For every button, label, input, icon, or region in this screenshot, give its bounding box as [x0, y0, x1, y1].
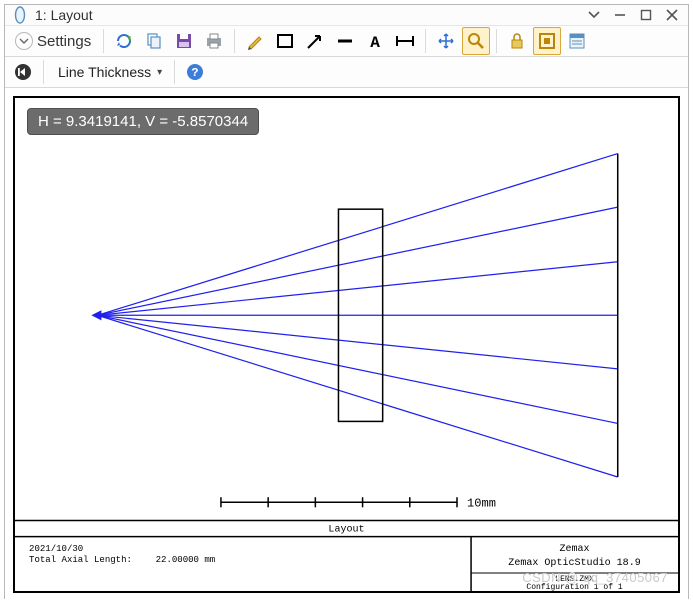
window-list-icon [567, 31, 587, 51]
zoom-icon [466, 31, 486, 51]
text-tool-button[interactable]: A [361, 27, 389, 55]
titlebar: 1: Layout [5, 5, 688, 26]
rewind-button[interactable] [9, 58, 37, 86]
maximize-button[interactable] [636, 5, 656, 25]
layout-canvas[interactable]: H = 9.3419141, V = -5.8570344 10mm Layou… [13, 96, 680, 593]
chevron-down-icon [15, 32, 33, 50]
refresh-icon [114, 31, 134, 51]
svg-text:Zemax OpticStudio 18.9: Zemax OpticStudio 18.9 [508, 557, 640, 569]
separator [174, 60, 175, 84]
fit-view-icon [537, 31, 557, 51]
help-icon: ? [185, 62, 205, 82]
arrow-icon [305, 31, 325, 51]
svg-text:Layout: Layout [328, 525, 364, 536]
svg-text:10mm: 10mm [467, 496, 496, 510]
pan-tool-button[interactable] [432, 27, 460, 55]
help-button[interactable]: ? [181, 58, 209, 86]
svg-text:22.00000 mm: 22.00000 mm [156, 554, 216, 565]
app-icon [11, 6, 29, 24]
line-thickness-label: Line Thickness [56, 64, 153, 80]
separator [234, 29, 235, 53]
print-button[interactable] [200, 27, 228, 55]
separator [103, 29, 104, 53]
rewind-icon [13, 62, 33, 82]
separator [496, 29, 497, 53]
toolbar-main: Settings [5, 26, 688, 57]
settings-button[interactable]: Settings [9, 26, 97, 56]
layout-drawing: 10mm Layout 2021/10/30 Total Axial Lengt… [15, 98, 678, 591]
dimension-icon [394, 31, 416, 51]
rectangle-tool-button[interactable] [271, 27, 299, 55]
svg-text:2021/10/30: 2021/10/30 [29, 543, 83, 554]
window-list-button[interactable] [563, 27, 591, 55]
svg-text:?: ? [192, 66, 199, 80]
close-button[interactable] [662, 5, 682, 25]
text-a-icon: A [364, 31, 386, 51]
minimize-button[interactable] [610, 5, 630, 25]
svg-text:Zemax: Zemax [559, 544, 589, 555]
rectangle-icon [275, 31, 295, 51]
pencil-icon [245, 31, 265, 51]
line-icon [335, 31, 355, 51]
dropdown-button[interactable] [584, 5, 604, 25]
settings-label: Settings [37, 33, 91, 50]
copy-button[interactable] [140, 27, 168, 55]
window-title: 1: Layout [35, 7, 93, 23]
save-icon [174, 31, 194, 51]
coordinate-readout: H = 9.3419141, V = -5.8570344 [27, 108, 259, 135]
copy-icon [144, 31, 164, 51]
fit-view-button[interactable] [533, 27, 561, 55]
print-icon [204, 31, 224, 51]
separator [425, 29, 426, 53]
lock-button[interactable] [503, 27, 531, 55]
window: 1: Layout Settings [4, 4, 689, 599]
save-button[interactable] [170, 27, 198, 55]
dimension-tool-button[interactable] [391, 27, 419, 55]
arrow-tool-button[interactable] [301, 27, 329, 55]
dropdown-arrow-icon: ▾ [155, 67, 162, 78]
refresh-button[interactable] [110, 27, 138, 55]
line-thickness-dropdown[interactable]: Line Thickness ▾ [50, 57, 168, 87]
svg-text:Configuration 1 of 1: Configuration 1 of 1 [526, 583, 622, 591]
line-tool-button[interactable] [331, 27, 359, 55]
content-area: H = 9.3419141, V = -5.8570344 10mm Layou… [5, 88, 688, 601]
svg-text:Total Axial Length:: Total Axial Length: [29, 554, 132, 565]
svg-text:A: A [370, 34, 380, 51]
separator [43, 60, 44, 84]
pan-icon [436, 31, 456, 51]
pencil-tool-button[interactable] [241, 27, 269, 55]
zoom-tool-button[interactable] [462, 27, 490, 55]
lock-icon [507, 31, 527, 51]
toolbar-secondary: Line Thickness ▾ ? [5, 57, 688, 88]
